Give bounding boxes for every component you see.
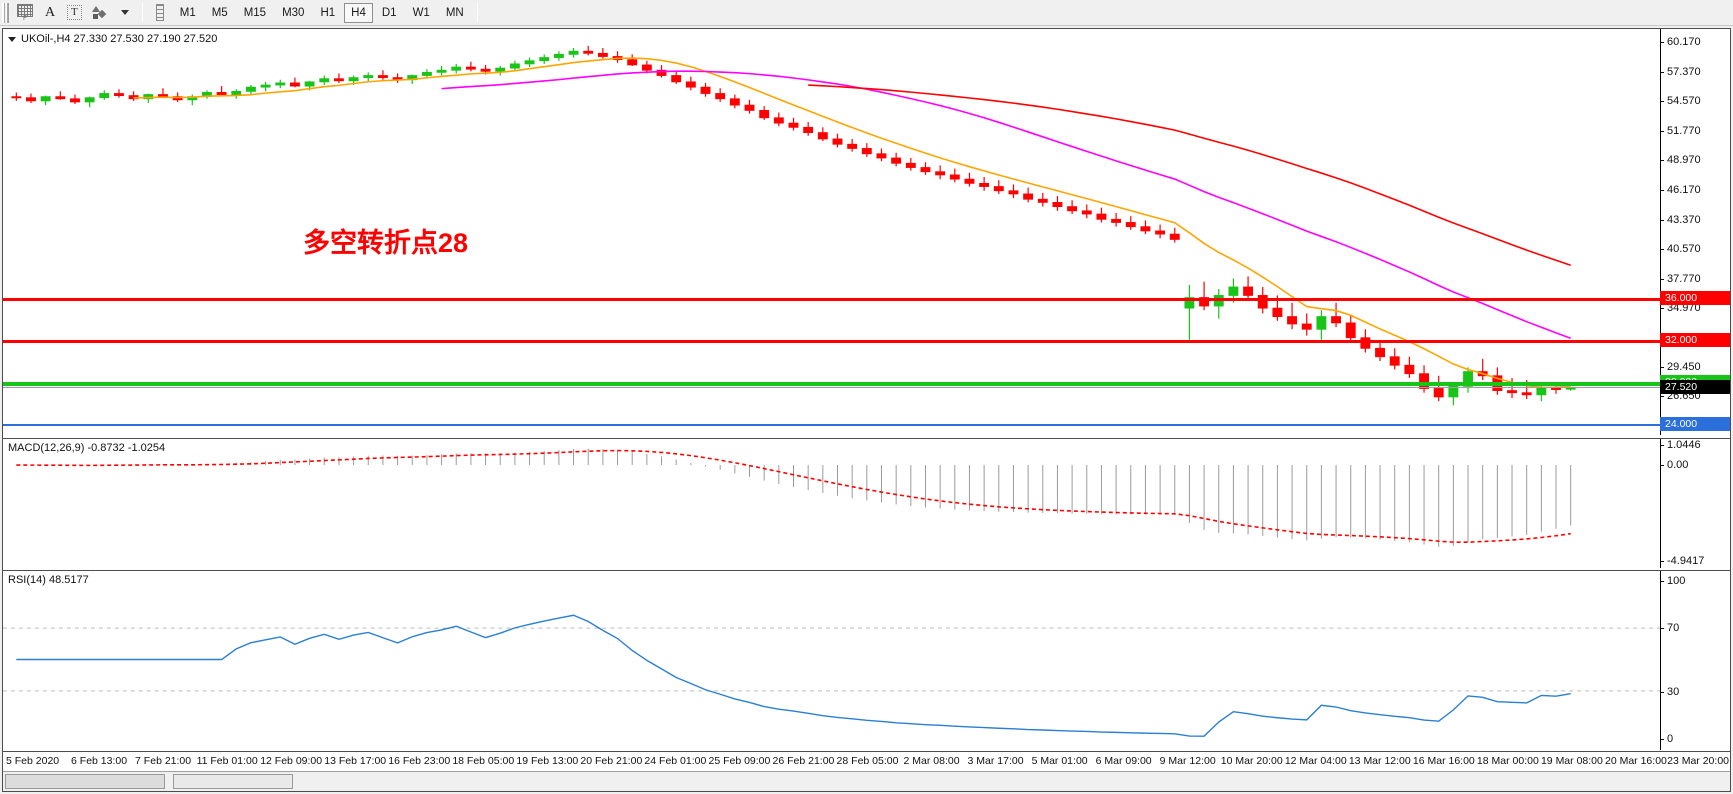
time-axis-label: 2 Mar 08:00 bbox=[903, 755, 960, 767]
time-axis-label: 16 Feb 23:00 bbox=[388, 755, 451, 767]
macd-tick: -4.9417 bbox=[1661, 555, 1704, 567]
chart-annotation-text: 多空转折点28 bbox=[303, 228, 469, 258]
price-level-line-target-24[interactable] bbox=[3, 424, 1660, 427]
price-tick: 51.770 bbox=[1661, 125, 1701, 137]
toolbar-grip[interactable] bbox=[2, 2, 9, 23]
timeframe-m15[interactable]: M15 bbox=[243, 6, 267, 19]
macd-tick: 1.0446 bbox=[1661, 439, 1701, 451]
timeframe-w1[interactable]: W1 bbox=[412, 6, 430, 19]
horizontal-scrollbar[interactable] bbox=[3, 771, 1730, 791]
time-axis-label: 16 Mar 16:00 bbox=[1412, 755, 1475, 767]
timeframe-m5[interactable]: M5 bbox=[211, 6, 228, 19]
price-candles-layer bbox=[11, 45, 1576, 406]
time-axis-label: 20 Mar 16:00 bbox=[1605, 755, 1667, 767]
text-box-icon[interactable]: T bbox=[62, 2, 87, 24]
text-a-glyph: A bbox=[44, 4, 56, 20]
price-badge-target-24[interactable]: 24.000 bbox=[1660, 417, 1730, 432]
time-axis-label: 20 Feb 21:00 bbox=[580, 755, 643, 767]
time-axis-label: 18 Mar 00:00 bbox=[1476, 755, 1539, 767]
time-axis[interactable]: 5 Feb 2020 6 Feb 13:00 7 Feb 21:00 11 Feb 0… bbox=[3, 751, 1730, 771]
shapes-icon[interactable] bbox=[87, 2, 113, 24]
price-badge-last-price[interactable]: 27.520 bbox=[1660, 380, 1730, 395]
time-axis-label: 7 Feb 21:00 bbox=[135, 755, 192, 767]
last-price-line bbox=[3, 387, 1660, 389]
time-axis-label: 28 Feb 05:00 bbox=[836, 755, 899, 767]
rsi-series-layer bbox=[3, 614, 1660, 737]
price-axis[interactable]: 60.170 57.370 54.570 51.770 48.970 46.170 43.3… bbox=[1660, 29, 1730, 435]
symbol-header-text: UKOil-,H4 27.330 27.530 27.190 27.520 bbox=[21, 33, 218, 45]
grid-icon[interactable]: F bbox=[12, 2, 38, 24]
time-axis-label: 5 Mar 01:00 bbox=[1031, 755, 1088, 767]
macd-series-layer bbox=[16, 448, 1572, 547]
time-axis-label: 6 Feb 13:00 bbox=[71, 755, 128, 767]
price-tick: 54.570 bbox=[1661, 95, 1701, 107]
price-level-line-support-28[interactable] bbox=[3, 382, 1660, 387]
ruler-icon[interactable] bbox=[148, 2, 172, 24]
time-axis-label: 9 Mar 12:00 bbox=[1159, 755, 1216, 767]
text-box-glyph: T bbox=[67, 5, 82, 20]
symbol-header: UKOil-,H4 27.330 27.530 27.190 27.520 bbox=[8, 33, 217, 45]
time-axis-label: 19 Mar 08:00 bbox=[1540, 755, 1603, 767]
toolbar-divider-1 bbox=[141, 3, 143, 22]
time-axis-label: 26 Feb 21:00 bbox=[772, 755, 835, 767]
rsi-plot bbox=[3, 571, 1660, 750]
price-tick: 34.970 bbox=[1661, 302, 1701, 314]
chart-area[interactable]: UKOil-,H4 27.330 27.530 27.190 27.520 多空… bbox=[2, 28, 1731, 792]
price-tick: 60.170 bbox=[1661, 36, 1701, 48]
rsi-pane[interactable]: RSI(14) 48.5177 100 70 30 0 bbox=[3, 570, 1730, 750]
timeframe-mn[interactable]: MN bbox=[445, 6, 464, 19]
rsi-tick: 30 bbox=[1661, 686, 1679, 698]
time-axis-label: 3 Mar 17:00 bbox=[967, 755, 1024, 767]
rsi-axis[interactable]: 100 70 30 0 bbox=[1660, 571, 1730, 750]
price-tick: 57.370 bbox=[1661, 66, 1701, 78]
rsi-tick: 100 bbox=[1661, 575, 1685, 587]
price-badge-resistance-36[interactable]: 36.000 bbox=[1660, 290, 1730, 305]
macd-label: MACD(12,26,9) -0.8732 -1.0254 bbox=[8, 442, 166, 454]
time-axis-label: 18 Feb 05:00 bbox=[452, 755, 515, 767]
chevron-down-icon[interactable] bbox=[113, 2, 137, 24]
rsi-tick: 70 bbox=[1661, 622, 1679, 634]
time-axis-label: 12 Mar 04:00 bbox=[1284, 755, 1347, 767]
scrollbar-track-segment[interactable] bbox=[173, 774, 293, 789]
price-level-line-resistance-32[interactable] bbox=[3, 339, 1660, 343]
price-level-line-resistance-36[interactable] bbox=[3, 297, 1660, 301]
macd-pane[interactable]: MACD(12,26,9) -0.8732 -1.0254 1.0446 0.00… bbox=[3, 438, 1730, 568]
macd-tick: 0.00 bbox=[1661, 459, 1688, 471]
price-tick: 43.370 bbox=[1661, 214, 1701, 226]
time-axis-label: 10 Mar 20:00 bbox=[1220, 755, 1283, 767]
time-axis-label: 24 Feb 01:00 bbox=[644, 755, 707, 767]
time-axis-label: 19 Feb 13:00 bbox=[516, 755, 579, 767]
price-tick: 48.970 bbox=[1661, 154, 1701, 166]
main-toolbar: F A T M1 M5 M15 M30 H1 H4 D1 W1 MN bbox=[0, 0, 1733, 26]
time-axis-label: 5 Feb 2020 bbox=[6, 755, 60, 767]
time-axis-label: 13 Mar 12:00 bbox=[1348, 755, 1411, 767]
macd-plot bbox=[3, 439, 1660, 568]
timeframe-m1[interactable]: M1 bbox=[179, 6, 196, 19]
timeframe-h4[interactable]: H4 bbox=[344, 2, 373, 23]
time-axis-label: 13 Feb 17:00 bbox=[324, 755, 387, 767]
price-tick: 29.450 bbox=[1661, 361, 1701, 373]
text-a-icon[interactable]: A bbox=[38, 2, 62, 24]
macd-axis[interactable]: 1.0446 0.00 -4.9417 bbox=[1660, 439, 1730, 568]
time-axis-label: 6 Mar 09:00 bbox=[1095, 755, 1152, 767]
price-tick: 37.770 bbox=[1661, 273, 1701, 285]
collapse-caret-icon[interactable] bbox=[8, 36, 16, 42]
price-pane[interactable]: UKOil-,H4 27.330 27.530 27.190 27.520 多空… bbox=[3, 29, 1730, 435]
price-plot: 多空转折点28 bbox=[3, 29, 1660, 435]
rsi-tick: 0 bbox=[1661, 733, 1673, 745]
time-axis-label: 25 Feb 09:00 bbox=[708, 755, 771, 767]
timeframe-d1[interactable]: D1 bbox=[381, 6, 397, 19]
rsi-label: RSI(14) 48.5177 bbox=[8, 574, 89, 586]
toolbar-divider-2 bbox=[476, 3, 478, 22]
timeframe-h1[interactable]: H1 bbox=[320, 6, 336, 19]
time-axis-label: 11 Feb 01:00 bbox=[196, 755, 258, 767]
price-tick: 40.570 bbox=[1661, 243, 1701, 255]
price-tick: 46.170 bbox=[1661, 184, 1701, 196]
price-badge-resistance-32[interactable]: 32.000 bbox=[1660, 332, 1730, 347]
time-axis-label: 23 Mar 20:00 bbox=[1667, 755, 1729, 767]
scrollbar-thumb[interactable] bbox=[5, 774, 165, 789]
time-axis-label: 12 Feb 09:00 bbox=[260, 755, 323, 767]
timeframe-m30[interactable]: M30 bbox=[282, 6, 305, 19]
